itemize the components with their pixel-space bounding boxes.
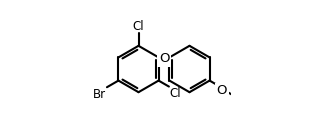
Text: Cl: Cl [170, 87, 181, 100]
Text: Cl: Cl [133, 20, 144, 33]
Text: Br: Br [93, 88, 106, 101]
Text: O: O [159, 52, 169, 65]
Text: O: O [217, 84, 227, 97]
